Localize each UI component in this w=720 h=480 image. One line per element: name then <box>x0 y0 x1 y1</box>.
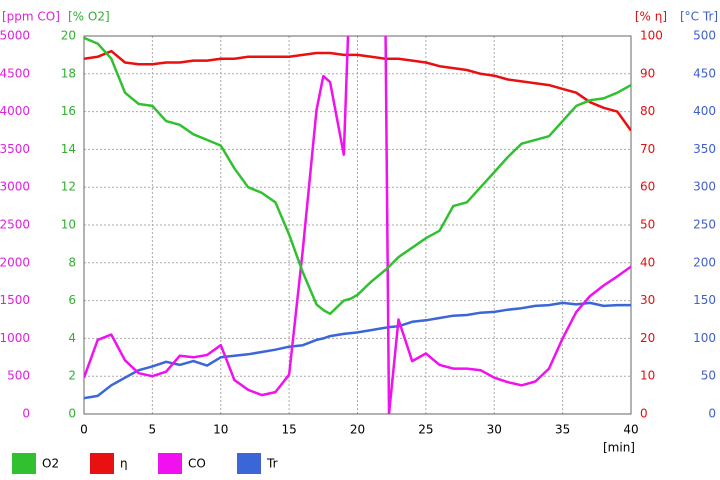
legend-swatch <box>90 453 114 474</box>
legend-label: Tr <box>266 457 278 471</box>
x-tick-label: 10 <box>213 423 228 437</box>
y-tick-label: 2500 <box>0 218 30 232</box>
y-tick-label: 5000 <box>0 29 30 43</box>
legend-swatch <box>158 453 182 474</box>
y-tick-label: 0 <box>708 407 716 421</box>
y-tick-label: 100 <box>640 29 663 43</box>
plot-border <box>83 35 632 415</box>
y-tick-label: 1000 <box>0 331 30 345</box>
y-tick-label: 30 <box>640 293 655 307</box>
y-tick-label: 4000 <box>0 104 30 118</box>
y-tick-label: 3000 <box>0 180 30 194</box>
y-tick-label: 50 <box>701 369 716 383</box>
legend-swatch <box>237 453 261 474</box>
data-line <box>84 36 631 414</box>
y-tick-label: 14 <box>61 142 76 156</box>
data-line <box>84 36 631 316</box>
x-tick-label: 0 <box>80 423 88 437</box>
y-tick-label: 500 <box>693 29 716 43</box>
y-tick-label: 200 <box>693 255 716 269</box>
y-tick-label: 0 <box>640 407 648 421</box>
y-tick-label: 350 <box>693 142 716 156</box>
y-tick-label: 4500 <box>0 66 30 80</box>
y-tick-label: 8 <box>68 255 76 269</box>
axis-label: [°C Tr] <box>680 10 718 24</box>
x-tick-label: 40 <box>623 423 638 437</box>
y-tick-label: 500 <box>7 369 30 383</box>
y-tick-label: 0 <box>68 407 76 421</box>
y-tick-label: 100 <box>693 331 716 345</box>
x-tick-label: 5 <box>149 423 157 437</box>
y-tick-label: 300 <box>693 180 716 194</box>
y-tick-label: 20 <box>61 29 76 43</box>
y-tick-label: 80 <box>640 104 655 118</box>
y-tick-label: 4 <box>68 331 76 345</box>
data-line <box>84 49 631 132</box>
data-line <box>84 301 631 400</box>
legend-label: CO <box>188 457 206 471</box>
y-tick-label: 20 <box>640 331 655 345</box>
y-tick-label: 400 <box>693 104 716 118</box>
axis-label: [% η] <box>635 10 667 24</box>
y-tick-label: 90 <box>640 66 655 80</box>
y-tick-label: 450 <box>693 66 716 80</box>
y-tick-label: 2000 <box>0 255 30 269</box>
axis-label: [ppm CO] <box>2 10 60 24</box>
y-tick-label: 10 <box>640 369 655 383</box>
x-axis-label: [min] <box>603 441 635 455</box>
legend-label: η <box>120 457 128 471</box>
y-tick-label: 16 <box>61 104 76 118</box>
x-tick-label: 20 <box>350 423 365 437</box>
x-tick-label: 15 <box>281 423 296 437</box>
y-tick-label: 3500 <box>0 142 30 156</box>
y-tick-label: 70 <box>640 142 655 156</box>
y-tick-label: 50 <box>640 218 655 232</box>
y-tick-label: 60 <box>640 180 655 194</box>
x-tick-label: 25 <box>418 423 433 437</box>
y-tick-label: 1500 <box>0 293 30 307</box>
y-tick-label: 40 <box>640 255 655 269</box>
axis-label: [% O2] <box>68 10 110 24</box>
legend-label: O2 <box>42 457 59 471</box>
y-tick-label: 12 <box>61 180 76 194</box>
y-tick-label: 6 <box>68 293 76 307</box>
y-tick-label: 150 <box>693 293 716 307</box>
x-tick-label: 35 <box>555 423 570 437</box>
y-tick-label: 10 <box>61 218 76 232</box>
y-tick-label: 0 <box>22 407 30 421</box>
legend-swatch <box>12 453 36 474</box>
y-tick-label: 18 <box>61 66 76 80</box>
plot-area <box>84 36 631 414</box>
y-tick-label: 250 <box>693 218 716 232</box>
x-tick-label: 30 <box>487 423 502 437</box>
y-tick-label: 2 <box>68 369 76 383</box>
